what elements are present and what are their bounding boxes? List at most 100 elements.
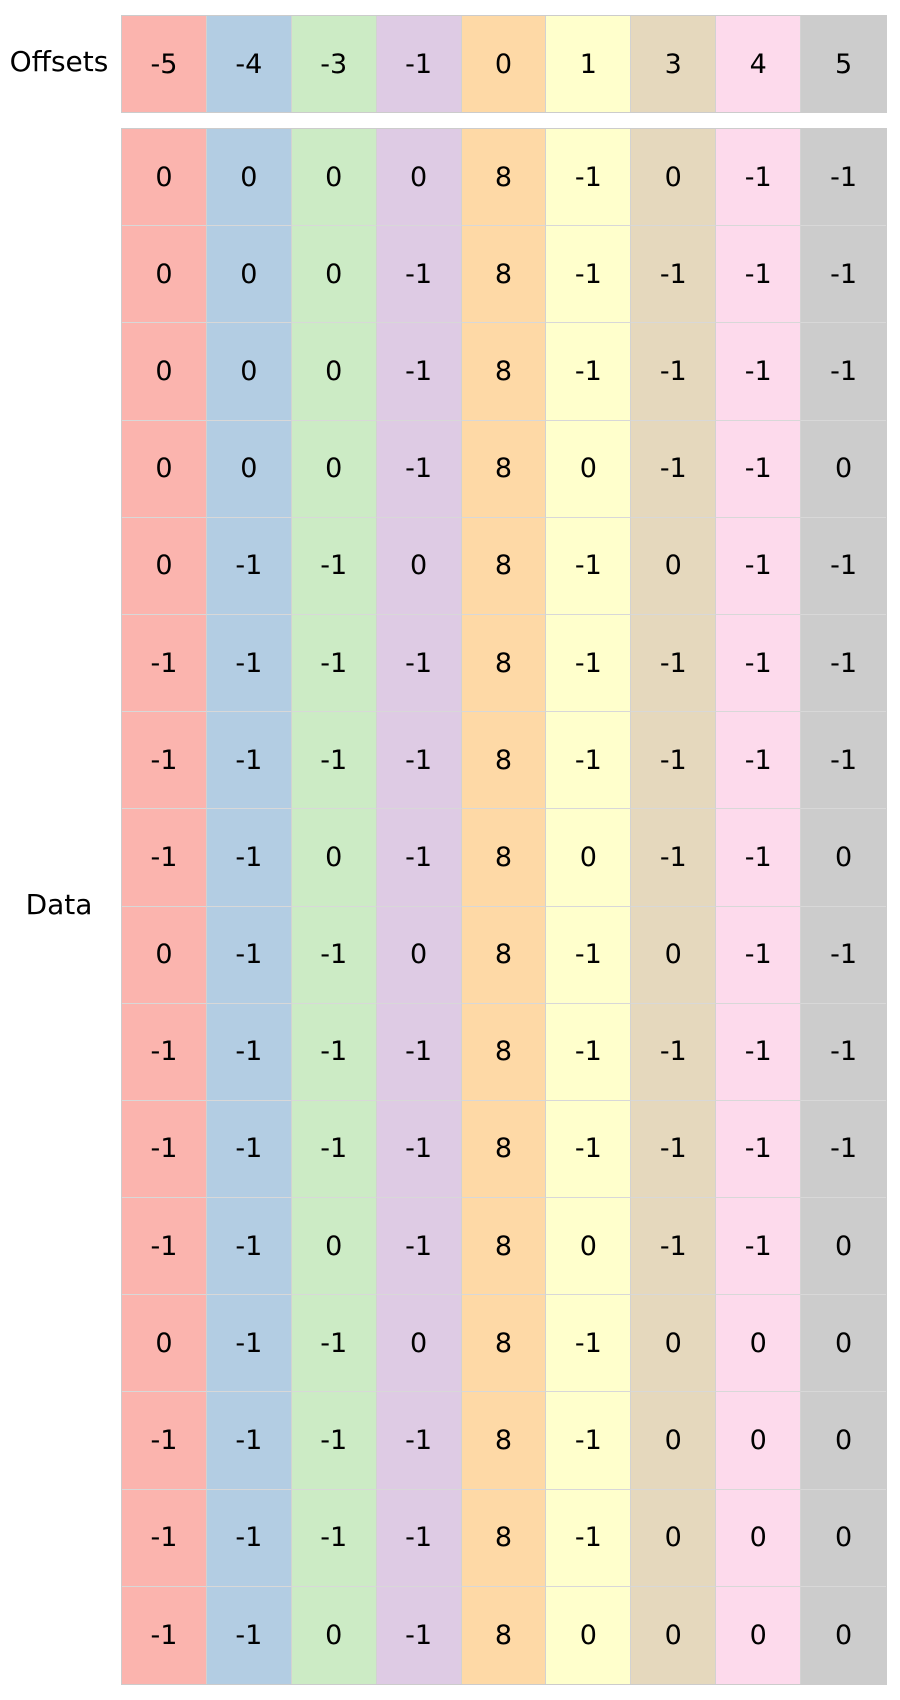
- data-cell: -1: [206, 906, 292, 1004]
- data-cell: 0: [631, 1392, 717, 1490]
- data-cell: -1: [206, 712, 292, 810]
- data-cell: -1: [546, 1100, 632, 1199]
- data-cell: -1: [122, 1100, 207, 1199]
- data-cell: 0: [546, 1586, 632, 1684]
- data-cell: -1: [122, 1586, 207, 1684]
- data-cell: 0: [206, 323, 292, 421]
- data-cell: -1: [801, 226, 886, 324]
- data-cell: -1: [122, 614, 207, 713]
- data-cell: -1: [716, 517, 802, 615]
- data-cell: -1: [376, 1100, 462, 1199]
- data-cell: 8: [461, 614, 547, 713]
- data-cell: -1: [291, 614, 377, 713]
- data-cell: -1: [376, 1392, 462, 1490]
- data-cell: -1: [546, 712, 632, 810]
- data-cell: -1: [546, 129, 632, 227]
- data-cell: -1: [546, 614, 632, 713]
- data-cell: -1: [376, 323, 462, 421]
- data-cell: -1: [376, 420, 462, 518]
- offset-cell: 0: [461, 16, 547, 112]
- data-cell: -1: [631, 809, 717, 907]
- data-cell: -1: [801, 614, 886, 713]
- data-cell: -1: [546, 1295, 632, 1393]
- data-cell: -1: [206, 809, 292, 907]
- data-cell: -1: [376, 1198, 462, 1296]
- data-cell: -1: [546, 1489, 632, 1587]
- offsets-label: Offsets: [9, 45, 109, 78]
- data-cell: 0: [801, 1586, 886, 1684]
- data-cell: -1: [206, 1198, 292, 1296]
- offset-cell: 5: [801, 16, 886, 112]
- data-cell: -1: [631, 323, 717, 421]
- data-cell: 0: [716, 1489, 802, 1587]
- data-cell: 0: [546, 809, 632, 907]
- data-cell: -1: [716, 906, 802, 1004]
- data-cell: -1: [716, 809, 802, 907]
- data-cell: 0: [122, 129, 207, 227]
- data-cell: 8: [461, 1586, 547, 1684]
- data-cell: 0: [122, 1295, 207, 1393]
- data-cell: -1: [376, 614, 462, 713]
- data-cell: 0: [291, 129, 377, 227]
- data-label: Data: [25, 888, 93, 921]
- data-cell: -1: [122, 809, 207, 907]
- data-cell: 0: [376, 517, 462, 615]
- data-cell: -1: [631, 712, 717, 810]
- data-cell: 0: [631, 1586, 717, 1684]
- data-cell: -1: [291, 1003, 377, 1101]
- data-cell: -1: [801, 712, 886, 810]
- data-cell: -1: [376, 809, 462, 907]
- data-cell: 0: [206, 420, 292, 518]
- data-cell: -1: [291, 712, 377, 810]
- data-cell: 0: [801, 809, 886, 907]
- offset-cell: -5: [122, 16, 207, 112]
- data-cell: 0: [631, 906, 717, 1004]
- data-cell: 8: [461, 420, 547, 518]
- data-cell: 0: [546, 420, 632, 518]
- data-cell: 0: [631, 517, 717, 615]
- data-cell: 0: [546, 1198, 632, 1296]
- data-cell: -1: [546, 906, 632, 1004]
- data-cell: 0: [631, 129, 717, 227]
- data-cell: -1: [206, 1489, 292, 1587]
- data-cell: 0: [801, 1198, 886, 1296]
- data-cell: -1: [206, 1100, 292, 1199]
- data-cell: -1: [716, 323, 802, 421]
- data-cell: 0: [716, 1586, 802, 1684]
- data-cell: -1: [122, 1003, 207, 1101]
- data-cell: 0: [631, 1295, 717, 1393]
- offset-cell: 4: [716, 16, 802, 112]
- data-cell: 0: [291, 809, 377, 907]
- data-cell: -1: [716, 226, 802, 324]
- data-cell: 8: [461, 517, 547, 615]
- data-cell: -1: [631, 1100, 717, 1199]
- offset-cell: 1: [546, 16, 632, 112]
- data-cell: 0: [291, 226, 377, 324]
- data-cell: 0: [122, 517, 207, 615]
- data-cell: 0: [122, 420, 207, 518]
- data-cell: -1: [801, 1003, 886, 1101]
- data-cell: -1: [291, 1392, 377, 1490]
- data-cell: -1: [206, 1295, 292, 1393]
- offset-cell: 3: [631, 16, 717, 112]
- data-cell: 8: [461, 809, 547, 907]
- data-cell: -1: [631, 614, 717, 713]
- data-cell: 0: [122, 323, 207, 421]
- data-cell: -1: [291, 1295, 377, 1393]
- data-cell: 0: [716, 1295, 802, 1393]
- data-cell: -1: [206, 1003, 292, 1101]
- data-cell: -1: [631, 1003, 717, 1101]
- data-cell: -1: [801, 906, 886, 1004]
- data-cell: 0: [376, 129, 462, 227]
- data-cell: -1: [631, 226, 717, 324]
- data-cell: 8: [461, 1198, 547, 1296]
- data-cell: 0: [291, 1198, 377, 1296]
- data-cell: -1: [206, 1392, 292, 1490]
- data-cell: -1: [122, 712, 207, 810]
- data-cell: 0: [376, 1295, 462, 1393]
- data-cell: -1: [206, 614, 292, 713]
- offset-cell: -1: [376, 16, 462, 112]
- data-cell: -1: [546, 323, 632, 421]
- data-cell: -1: [376, 1003, 462, 1101]
- data-cell: -1: [376, 1489, 462, 1587]
